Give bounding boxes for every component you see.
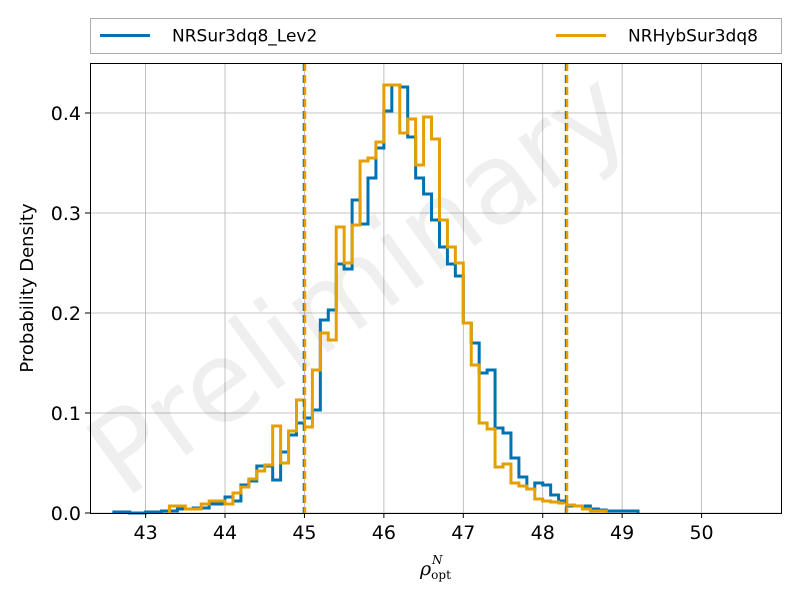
y-axis: 0.0 0.1 0.2 0.3 0.4 (51, 103, 90, 525)
y-tick-label: 0.0 (51, 503, 81, 525)
legend-label-nrhybsur: NRHybSur3dq8 (628, 27, 758, 47)
x-tick-label: 46 (372, 522, 396, 544)
x-tick-label: 48 (531, 522, 555, 544)
x-axis: 43 44 45 46 47 48 49 50 (134, 513, 714, 544)
x-tick-label: 44 (213, 522, 237, 544)
x-tick-label: 45 (292, 522, 316, 544)
legend-label-nrsur: NRSur3dq8_Lev2 (172, 27, 317, 47)
x-axis-label-symbol: ρ (419, 558, 432, 580)
y-tick-label: 0.4 (51, 103, 81, 125)
plot-frame (90, 63, 782, 514)
y-axis-label: Probability Density (17, 203, 38, 373)
x-tick-label: 50 (689, 522, 713, 544)
x-axis-label-subscript: opt (431, 568, 451, 582)
legend: NRSur3dq8_Lev2 NRHybSur3dq8 (90, 18, 782, 54)
x-axis-label-superscript: N (431, 553, 443, 567)
grid (90, 63, 781, 514)
y-tick-label: 0.3 (51, 203, 81, 225)
watermark-text: Preliminary (64, 45, 652, 522)
y-tick-label: 0.2 (51, 303, 81, 325)
x-tick-label: 49 (610, 522, 634, 544)
legend-frame (90, 18, 782, 54)
x-tick-label: 47 (451, 522, 475, 544)
credible-interval-lines (302, 63, 569, 513)
x-axis-label: ρopt (419, 558, 451, 582)
y-tick-label: 0.1 (51, 403, 81, 425)
x-tick-label: 43 (134, 522, 158, 544)
histogram-series (112, 83, 640, 515)
histogram-series-nrhybsur (167, 83, 608, 513)
